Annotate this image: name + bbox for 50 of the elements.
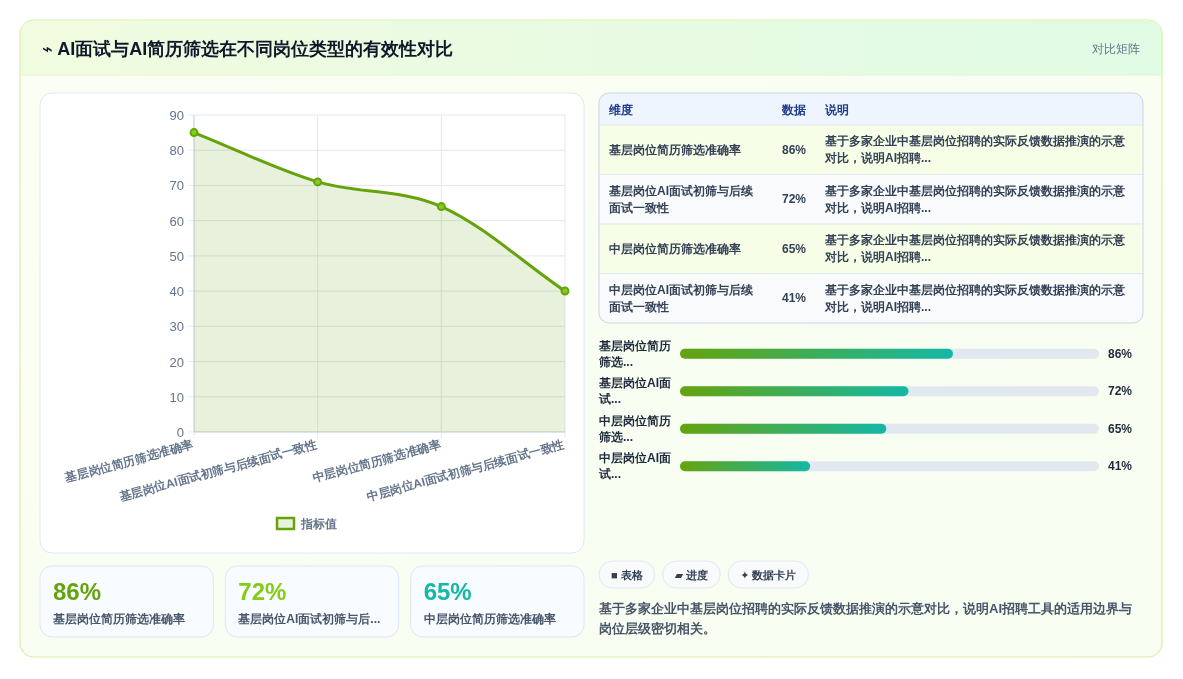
text: 对比矩阵 <box>1092 42 1140 56</box>
category-label: 基层岗位简历筛选准确率 <box>608 142 741 157</box>
category-label: 中层岗位简历筛选准确率 <box>423 612 556 626</box>
y-tick-label: 60 <box>169 213 184 229</box>
text: 86% <box>782 142 807 157</box>
category-label: 基层岗位AI面试初筛与后... <box>237 612 381 626</box>
text: 41% <box>782 291 807 306</box>
chart-title: ⌁ AI面试与AI简历筛选在不同岗位类型的有效性对比 <box>42 39 454 59</box>
text: 基于多家企业中基层岗位招聘的实际反馈数据推演的示意对比，说明AI招聘... <box>824 282 1126 314</box>
data-label: 65% <box>1108 421 1133 436</box>
text: 说明 <box>824 103 849 117</box>
text: ✦ 数据卡片 <box>740 569 797 581</box>
y-tick-label: 基层岗位简历筛选... <box>598 338 671 369</box>
text: 72% <box>782 192 807 207</box>
category-label: 基层岗位AI面试初筛与后续面试一致性 <box>608 183 754 215</box>
text: 数据 <box>781 103 806 117</box>
y-tick-label: 80 <box>169 143 184 159</box>
y-tick-label: 90 <box>169 108 184 123</box>
data-label: 41% <box>1108 459 1133 474</box>
y-tick-label: 10 <box>169 389 184 405</box>
y-tick-label: 0 <box>176 425 184 440</box>
text: 维度 <box>608 103 633 117</box>
category-label: 中层岗位简历筛选准确率 <box>609 241 741 256</box>
text: 基于多家企业中基层岗位招聘的实际反馈数据推演的示意对比，说明AI招聘... <box>824 233 1126 265</box>
y-tick-label: 基层岗位AI面试... <box>598 376 671 407</box>
point <box>560 286 570 296</box>
y-tick-label: 30 <box>169 319 184 335</box>
text: ■ 表格 <box>611 569 644 581</box>
y-tick-label: 中层岗位AI面试... <box>598 451 671 482</box>
point <box>436 202 446 212</box>
point <box>313 177 323 187</box>
y-tick-label: 20 <box>169 354 184 370</box>
text: 基于多家企业中基层岗位招聘的实际反馈数据推演的示意对比，说明AI招聘... <box>824 183 1126 215</box>
data-label: 72% <box>1108 384 1133 399</box>
text: 基于多家企业中基层岗位招聘的实际反馈数据推演的示意对比，说明AI招聘工具的适用边界与岗位层级密切相关。 <box>598 601 1132 636</box>
text: 86% <box>53 578 102 605</box>
text: 72% <box>238 578 287 605</box>
text: 基于多家企业中基层岗位招聘的实际反馈数据推演的示意对比，说明AI招聘... <box>824 134 1126 166</box>
legend-label: 指标值 <box>300 517 337 531</box>
text: ▰ 进度 <box>674 569 709 581</box>
text: 65% <box>423 578 472 605</box>
y-tick-label: 中层岗位简历筛选... <box>598 413 671 444</box>
y-tick-label: 50 <box>169 248 184 264</box>
y-tick-label: 40 <box>169 284 184 300</box>
category-label: 基层岗位简历筛选准确率 <box>52 612 185 626</box>
y-tick-label: 70 <box>169 178 184 194</box>
point <box>189 128 199 138</box>
text: 65% <box>782 241 807 256</box>
data-label: 86% <box>1108 346 1133 361</box>
category-label: 中层岗位AI面试初筛与后续面试一致性 <box>608 282 754 314</box>
